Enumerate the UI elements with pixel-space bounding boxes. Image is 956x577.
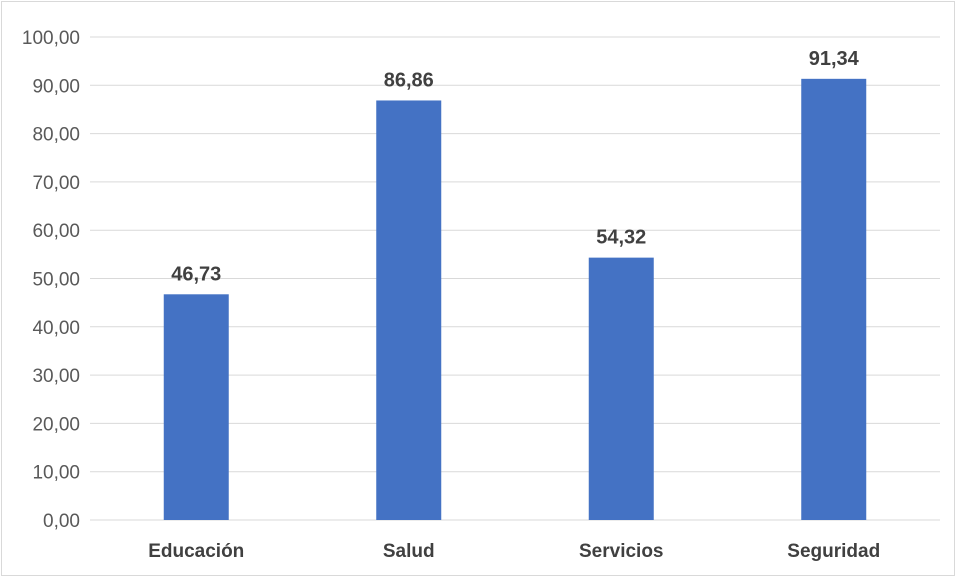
y-tick-label: 100,00 [22,28,80,49]
x-tick-label: Servicios [579,541,664,562]
y-tick-label: 90,00 [32,76,80,97]
data-label: 54,32 [596,227,646,249]
y-tick-label: 0,00 [43,511,80,532]
y-axis-ticks: 0,00 10,00 20,00 30,00 40,00 50,00 60,00 70,00 8… [22,28,80,532]
bar [163,294,229,520]
y-tick-label: 10,00 [32,463,80,484]
x-tick-label: Salud [383,541,435,562]
y-tick-label: 60,00 [32,221,80,242]
y-tick-label: 20,00 [32,414,80,435]
y-tick-label: 30,00 [32,366,80,387]
y-tick-label: 50,00 [32,270,80,291]
gridlines [90,36,940,521]
y-tick-label: 80,00 [32,125,80,146]
data-label: 91,34 [809,48,860,70]
data-label: 46,73 [171,263,221,285]
x-axis-ticks: Educación Salud Servicios Seguridad [148,541,880,562]
bar [376,100,442,521]
x-tick-label: Educación [148,541,244,562]
bars [163,78,867,521]
y-tick-label: 40,00 [32,318,80,339]
x-tick-label: Seguridad [787,541,880,562]
bar [801,78,867,521]
y-tick-label: 70,00 [32,173,80,194]
data-label: 86,86 [384,69,434,91]
data-labels: 46,73 86,86 54,32 91,34 [171,48,859,285]
bar [588,257,654,520]
